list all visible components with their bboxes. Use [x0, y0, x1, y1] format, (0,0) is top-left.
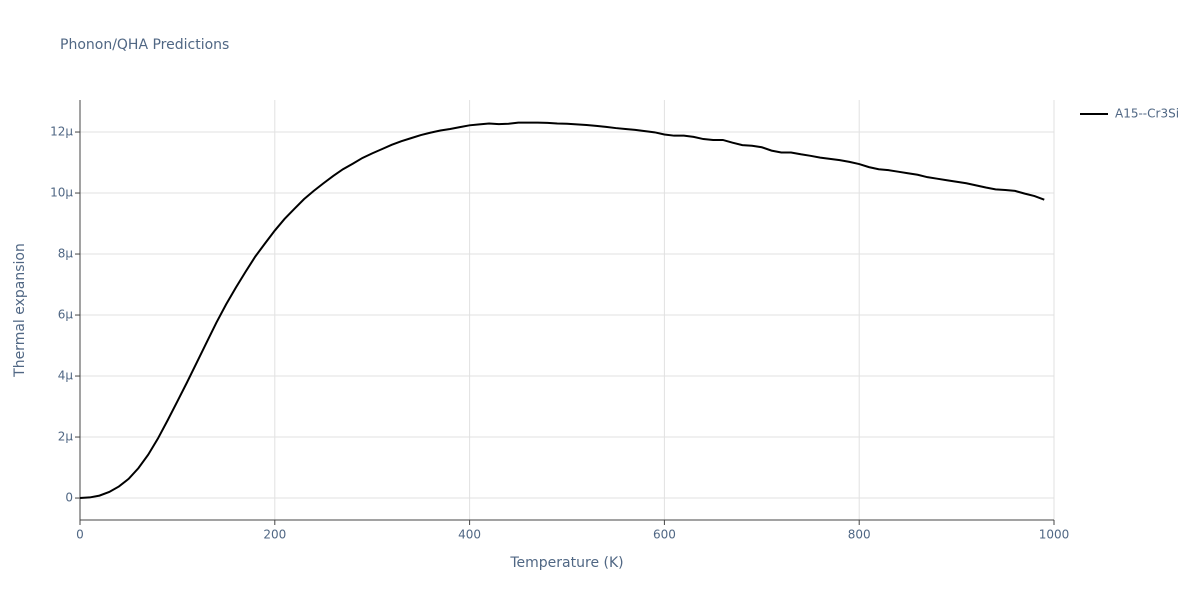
series-line: [79, 121, 1045, 500]
x-tick-label: 0: [76, 528, 84, 542]
legend-label: A15--Cr3Si: [1115, 107, 1179, 121]
x-tick-label: 200: [263, 528, 286, 542]
y-axis-title: Thermal expansion: [12, 243, 28, 378]
y-tick-label: 4μ: [58, 369, 74, 383]
x-axis-title: Temperature (K): [509, 555, 623, 571]
x-tick-label: 800: [848, 528, 871, 542]
x-tick-label: 400: [458, 528, 481, 542]
y-tick-label: 6μ: [58, 308, 74, 322]
y-tick-label: 10μ: [50, 186, 73, 200]
y-tick-label: 0: [65, 491, 73, 505]
x-tick-label: 1000: [1039, 528, 1070, 542]
y-tick-label: 8μ: [58, 247, 74, 261]
y-tick-label: 2μ: [58, 430, 74, 444]
chart-title: Phonon/QHA Predictions: [60, 37, 229, 53]
x-tick-label: 600: [653, 528, 676, 542]
y-tick-label: 12μ: [50, 125, 73, 139]
